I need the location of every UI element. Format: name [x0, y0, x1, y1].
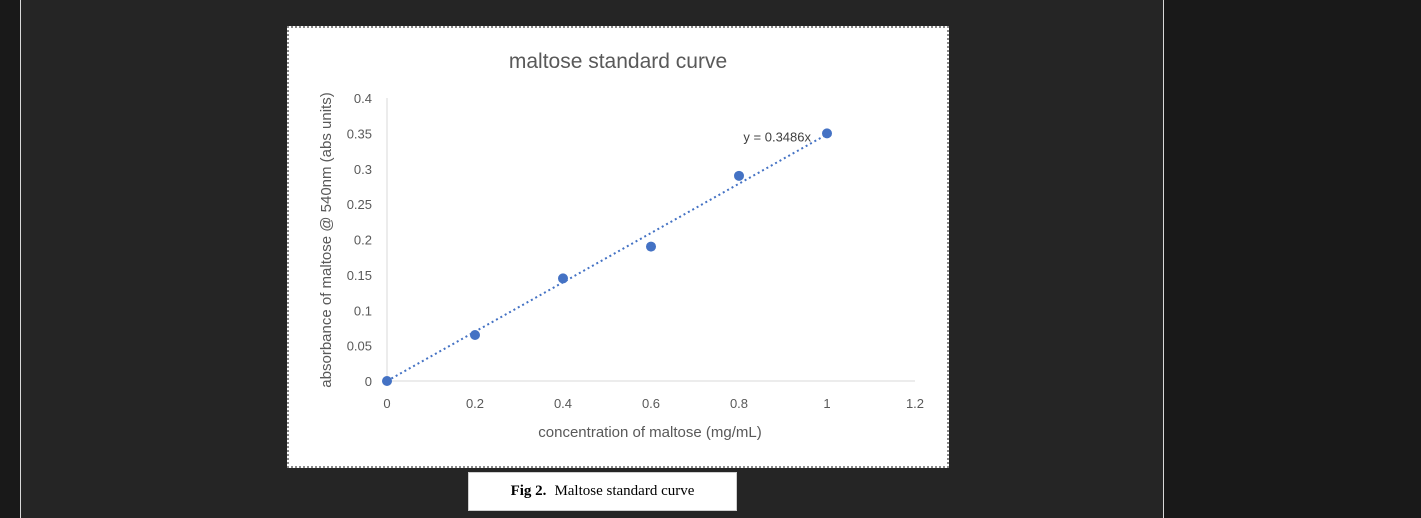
data-point[interactable] — [822, 128, 832, 139]
x-axis-label: concentration of maltose (mg/mL) — [538, 424, 761, 441]
y-tick-label: 0.25 — [347, 197, 372, 212]
y-tick-label: 0.2 — [354, 233, 372, 248]
y-tick-label: 0.1 — [354, 303, 372, 318]
data-point[interactable] — [470, 330, 480, 341]
y-tick-label: 0.3 — [354, 162, 372, 177]
x-tick-label: 0.8 — [730, 396, 748, 411]
y-tick-label: 0.05 — [347, 339, 372, 354]
chart-title: maltose standard curve — [509, 50, 727, 73]
trendline — [386, 133, 828, 382]
y-tick-label: 0 — [365, 374, 372, 389]
data-point[interactable] — [734, 170, 744, 181]
x-tick-label: 0.6 — [642, 396, 660, 411]
chart-frame[interactable]: maltose standard curve concentration of … — [287, 26, 949, 468]
x-tick-label: 1.2 — [906, 396, 924, 411]
figure-caption: Fig 2. Maltose standard curve — [468, 472, 737, 511]
figure-number: Fig 2. — [510, 483, 547, 499]
figure-caption-text: Maltose standard curve — [554, 483, 695, 499]
data-point[interactable] — [558, 273, 568, 284]
x-tick-label: 0.4 — [554, 396, 572, 411]
y-tick-label: 0.15 — [347, 268, 372, 283]
trendline-equation-label: y = 0.3486x — [743, 129, 811, 144]
x-tick-label: 0.2 — [466, 396, 484, 411]
data-point[interactable] — [646, 241, 656, 252]
y-axis-label: absorbance of maltose @ 540nm (abs units… — [318, 92, 335, 387]
y-tick-label: 0.4 — [354, 91, 372, 106]
x-tick-label: 0 — [383, 396, 390, 411]
y-tick-label: 0.35 — [347, 126, 372, 141]
data-point[interactable] — [382, 376, 392, 386]
x-tick-label: 1 — [823, 396, 830, 411]
chart-plot: maltose standard curve concentration of … — [318, 50, 924, 441]
